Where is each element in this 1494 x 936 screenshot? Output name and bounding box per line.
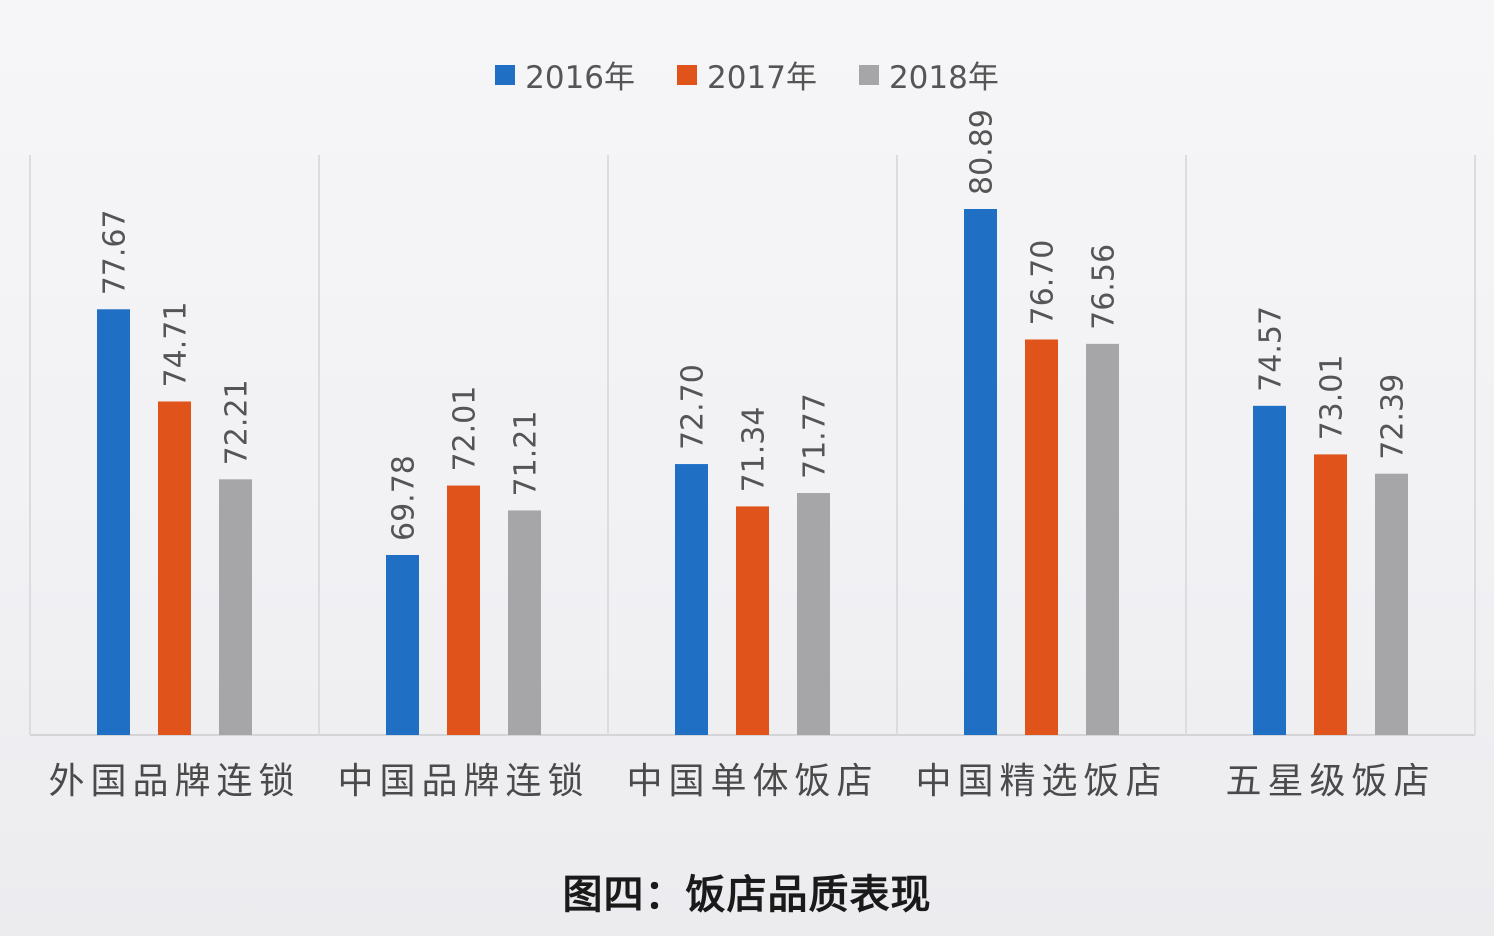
- bar-3-1: [219, 479, 252, 735]
- category-label: 中国品牌连锁: [337, 761, 589, 802]
- value-label: 72.39: [1376, 374, 1411, 460]
- value-label: 77.67: [98, 209, 133, 295]
- value-label: 72.01: [448, 386, 483, 472]
- legend-label-2016: 2016年: [525, 60, 636, 96]
- bar-3-4: [1086, 343, 1119, 735]
- bar-3-3: [797, 493, 830, 735]
- bar-1-4: [964, 208, 997, 736]
- legend-swatch-2017: [677, 64, 698, 85]
- category-label: 外国品牌连锁: [48, 761, 300, 802]
- category-label: 中国单体饭店: [626, 761, 878, 802]
- bar-1-2: [386, 554, 419, 735]
- value-label: 72.70: [676, 364, 711, 450]
- bar-2-4: [1025, 339, 1058, 735]
- bar-1-3: [675, 464, 708, 735]
- bar-3-5: [1375, 473, 1408, 735]
- value-label: 74.71: [159, 302, 194, 388]
- legend-item-2016: 2016年: [495, 52, 635, 97]
- legend-label-2017: 2017年: [707, 60, 817, 96]
- figure-caption: 图四：饭店品质表现: [562, 872, 932, 918]
- category-label: 中国精选饭店: [915, 761, 1167, 802]
- value-label: 74.57: [1254, 306, 1289, 392]
- legend-swatch-2016: [495, 64, 516, 85]
- value-label: 71.77: [798, 393, 833, 479]
- legend-swatch-2018: [858, 64, 879, 85]
- value-label: 76.70: [1026, 240, 1061, 326]
- legend-label-2018: 2018年: [888, 60, 999, 96]
- legend-item-2017: 2017年: [677, 52, 817, 97]
- bar-1-5: [1253, 405, 1286, 735]
- category-label: 五星级饭店: [1225, 761, 1435, 802]
- value-label: 73.01: [1315, 355, 1350, 441]
- bar-2-2: [447, 485, 480, 735]
- value-label: 80.89: [965, 109, 1000, 195]
- bar-3-2: [508, 510, 541, 735]
- value-label: 71.34: [737, 407, 772, 493]
- bar-1-1: [97, 309, 130, 735]
- value-label: 69.78: [387, 455, 422, 541]
- value-label: 71.21: [509, 411, 544, 497]
- legend: 2016年 2017年 2018年: [0, 52, 1494, 97]
- legend-item-2018: 2018年: [858, 52, 999, 97]
- value-label: 72.21: [220, 379, 255, 465]
- bar-2-3: [736, 506, 769, 735]
- bar-2-1: [158, 401, 191, 735]
- bar-2-5: [1314, 454, 1347, 735]
- value-label: 76.56: [1087, 244, 1122, 330]
